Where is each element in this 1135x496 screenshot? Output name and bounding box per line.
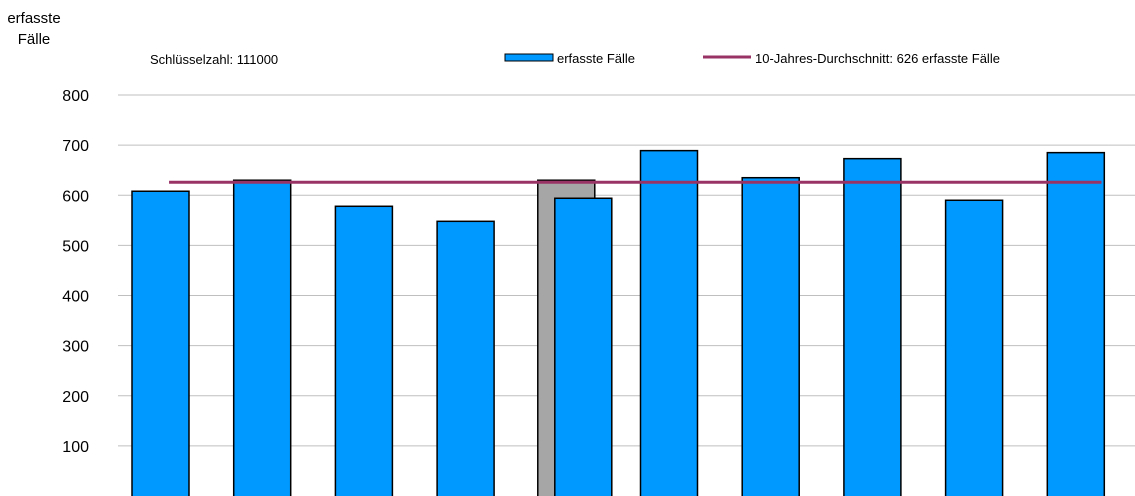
y-tick-label-700: 700 (62, 138, 89, 155)
bar-9 (944, 199, 1004, 496)
bar-10 (1046, 151, 1106, 496)
y-tick-label-200: 200 (62, 389, 89, 406)
bar-1 (131, 190, 190, 496)
legend-bar-label: erfasste Fälle (557, 51, 635, 66)
y-tick-label-600: 600 (62, 188, 89, 205)
bar-4 (436, 220, 495, 496)
y-tick-label-400: 400 (62, 289, 89, 306)
y-tick-label-300: 300 (62, 339, 89, 356)
bar-3 (334, 205, 394, 496)
legend-line-label: 10-Jahres-Durchschnitt: 626 erfasste Fäl… (755, 51, 1000, 66)
y-tick-label-500: 500 (62, 238, 89, 255)
bars (131, 149, 1106, 496)
bar-8 (843, 157, 902, 496)
legend-bar-swatch (504, 53, 554, 62)
bar-7 (741, 176, 800, 496)
y-axis-title-line1: erfasste (7, 10, 60, 27)
y-tick-label-800: 800 (62, 88, 89, 105)
y-tick-label-100: 100 (62, 439, 89, 456)
bar-5 (554, 197, 613, 496)
bar-6 (639, 149, 699, 496)
key-number-label: Schlüsselzahl: 111000 (150, 52, 278, 67)
y-axis-title-line2: Fälle (18, 31, 51, 48)
bar-2 (232, 179, 292, 496)
y-tick-labels: 100 200 300 400 500 600 700 800 (62, 88, 89, 456)
